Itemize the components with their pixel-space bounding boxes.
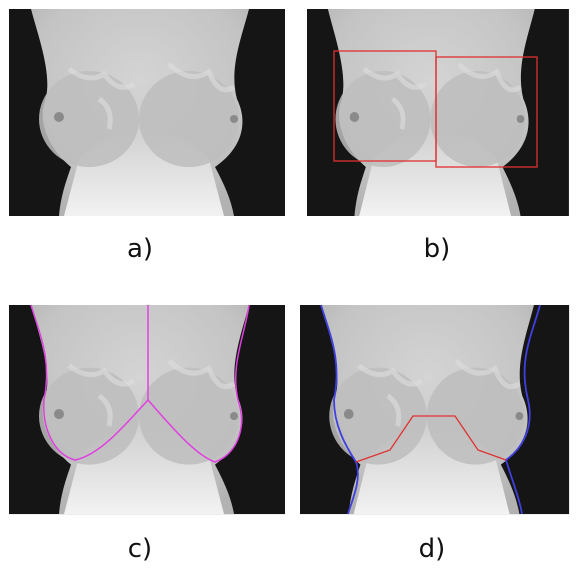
panel-label: a) xyxy=(127,234,153,264)
panel-label: c) xyxy=(128,534,152,564)
panel-a xyxy=(9,9,285,216)
panel-d xyxy=(300,305,569,514)
panel-label: b) xyxy=(424,234,451,264)
panel-label: d) xyxy=(419,534,446,564)
figure: a) b) c) d) xyxy=(0,0,577,568)
panel-b xyxy=(307,9,569,216)
panel-c xyxy=(9,305,285,514)
